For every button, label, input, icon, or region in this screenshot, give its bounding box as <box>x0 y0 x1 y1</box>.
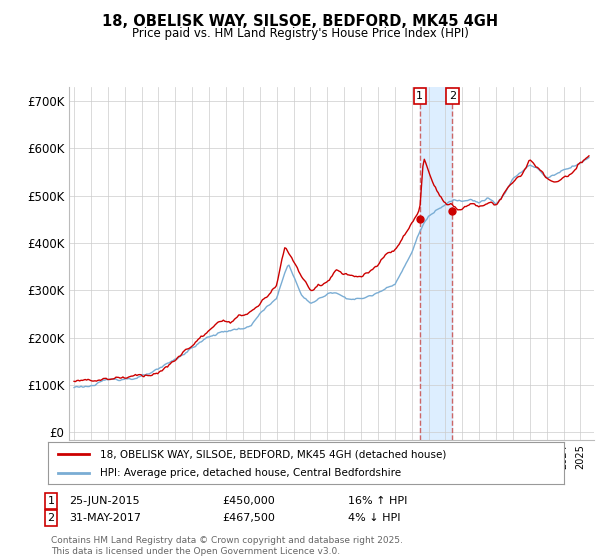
Bar <box>420 87 452 440</box>
Text: 31-MAY-2017: 31-MAY-2017 <box>69 513 141 523</box>
Text: Contains HM Land Registry data © Crown copyright and database right 2025.
This d: Contains HM Land Registry data © Crown c… <box>51 536 403 556</box>
Text: £467,500: £467,500 <box>222 513 275 523</box>
Text: 16% ↑ HPI: 16% ↑ HPI <box>348 496 407 506</box>
Text: 18, OBELISK WAY, SILSOE, BEDFORD, MK45 4GH: 18, OBELISK WAY, SILSOE, BEDFORD, MK45 4… <box>102 14 498 29</box>
Text: £450,000: £450,000 <box>222 496 275 506</box>
Text: 25-JUN-2015: 25-JUN-2015 <box>69 496 140 506</box>
Text: 4% ↓ HPI: 4% ↓ HPI <box>348 513 401 523</box>
Text: 2: 2 <box>449 91 456 101</box>
Text: 1: 1 <box>416 91 423 101</box>
Text: HPI: Average price, detached house, Central Bedfordshire: HPI: Average price, detached house, Cent… <box>100 468 401 478</box>
Text: 18, OBELISK WAY, SILSOE, BEDFORD, MK45 4GH (detached house): 18, OBELISK WAY, SILSOE, BEDFORD, MK45 4… <box>100 449 446 459</box>
Text: 1: 1 <box>47 496 55 506</box>
Text: 2: 2 <box>47 513 55 523</box>
Text: Price paid vs. HM Land Registry's House Price Index (HPI): Price paid vs. HM Land Registry's House … <box>131 27 469 40</box>
